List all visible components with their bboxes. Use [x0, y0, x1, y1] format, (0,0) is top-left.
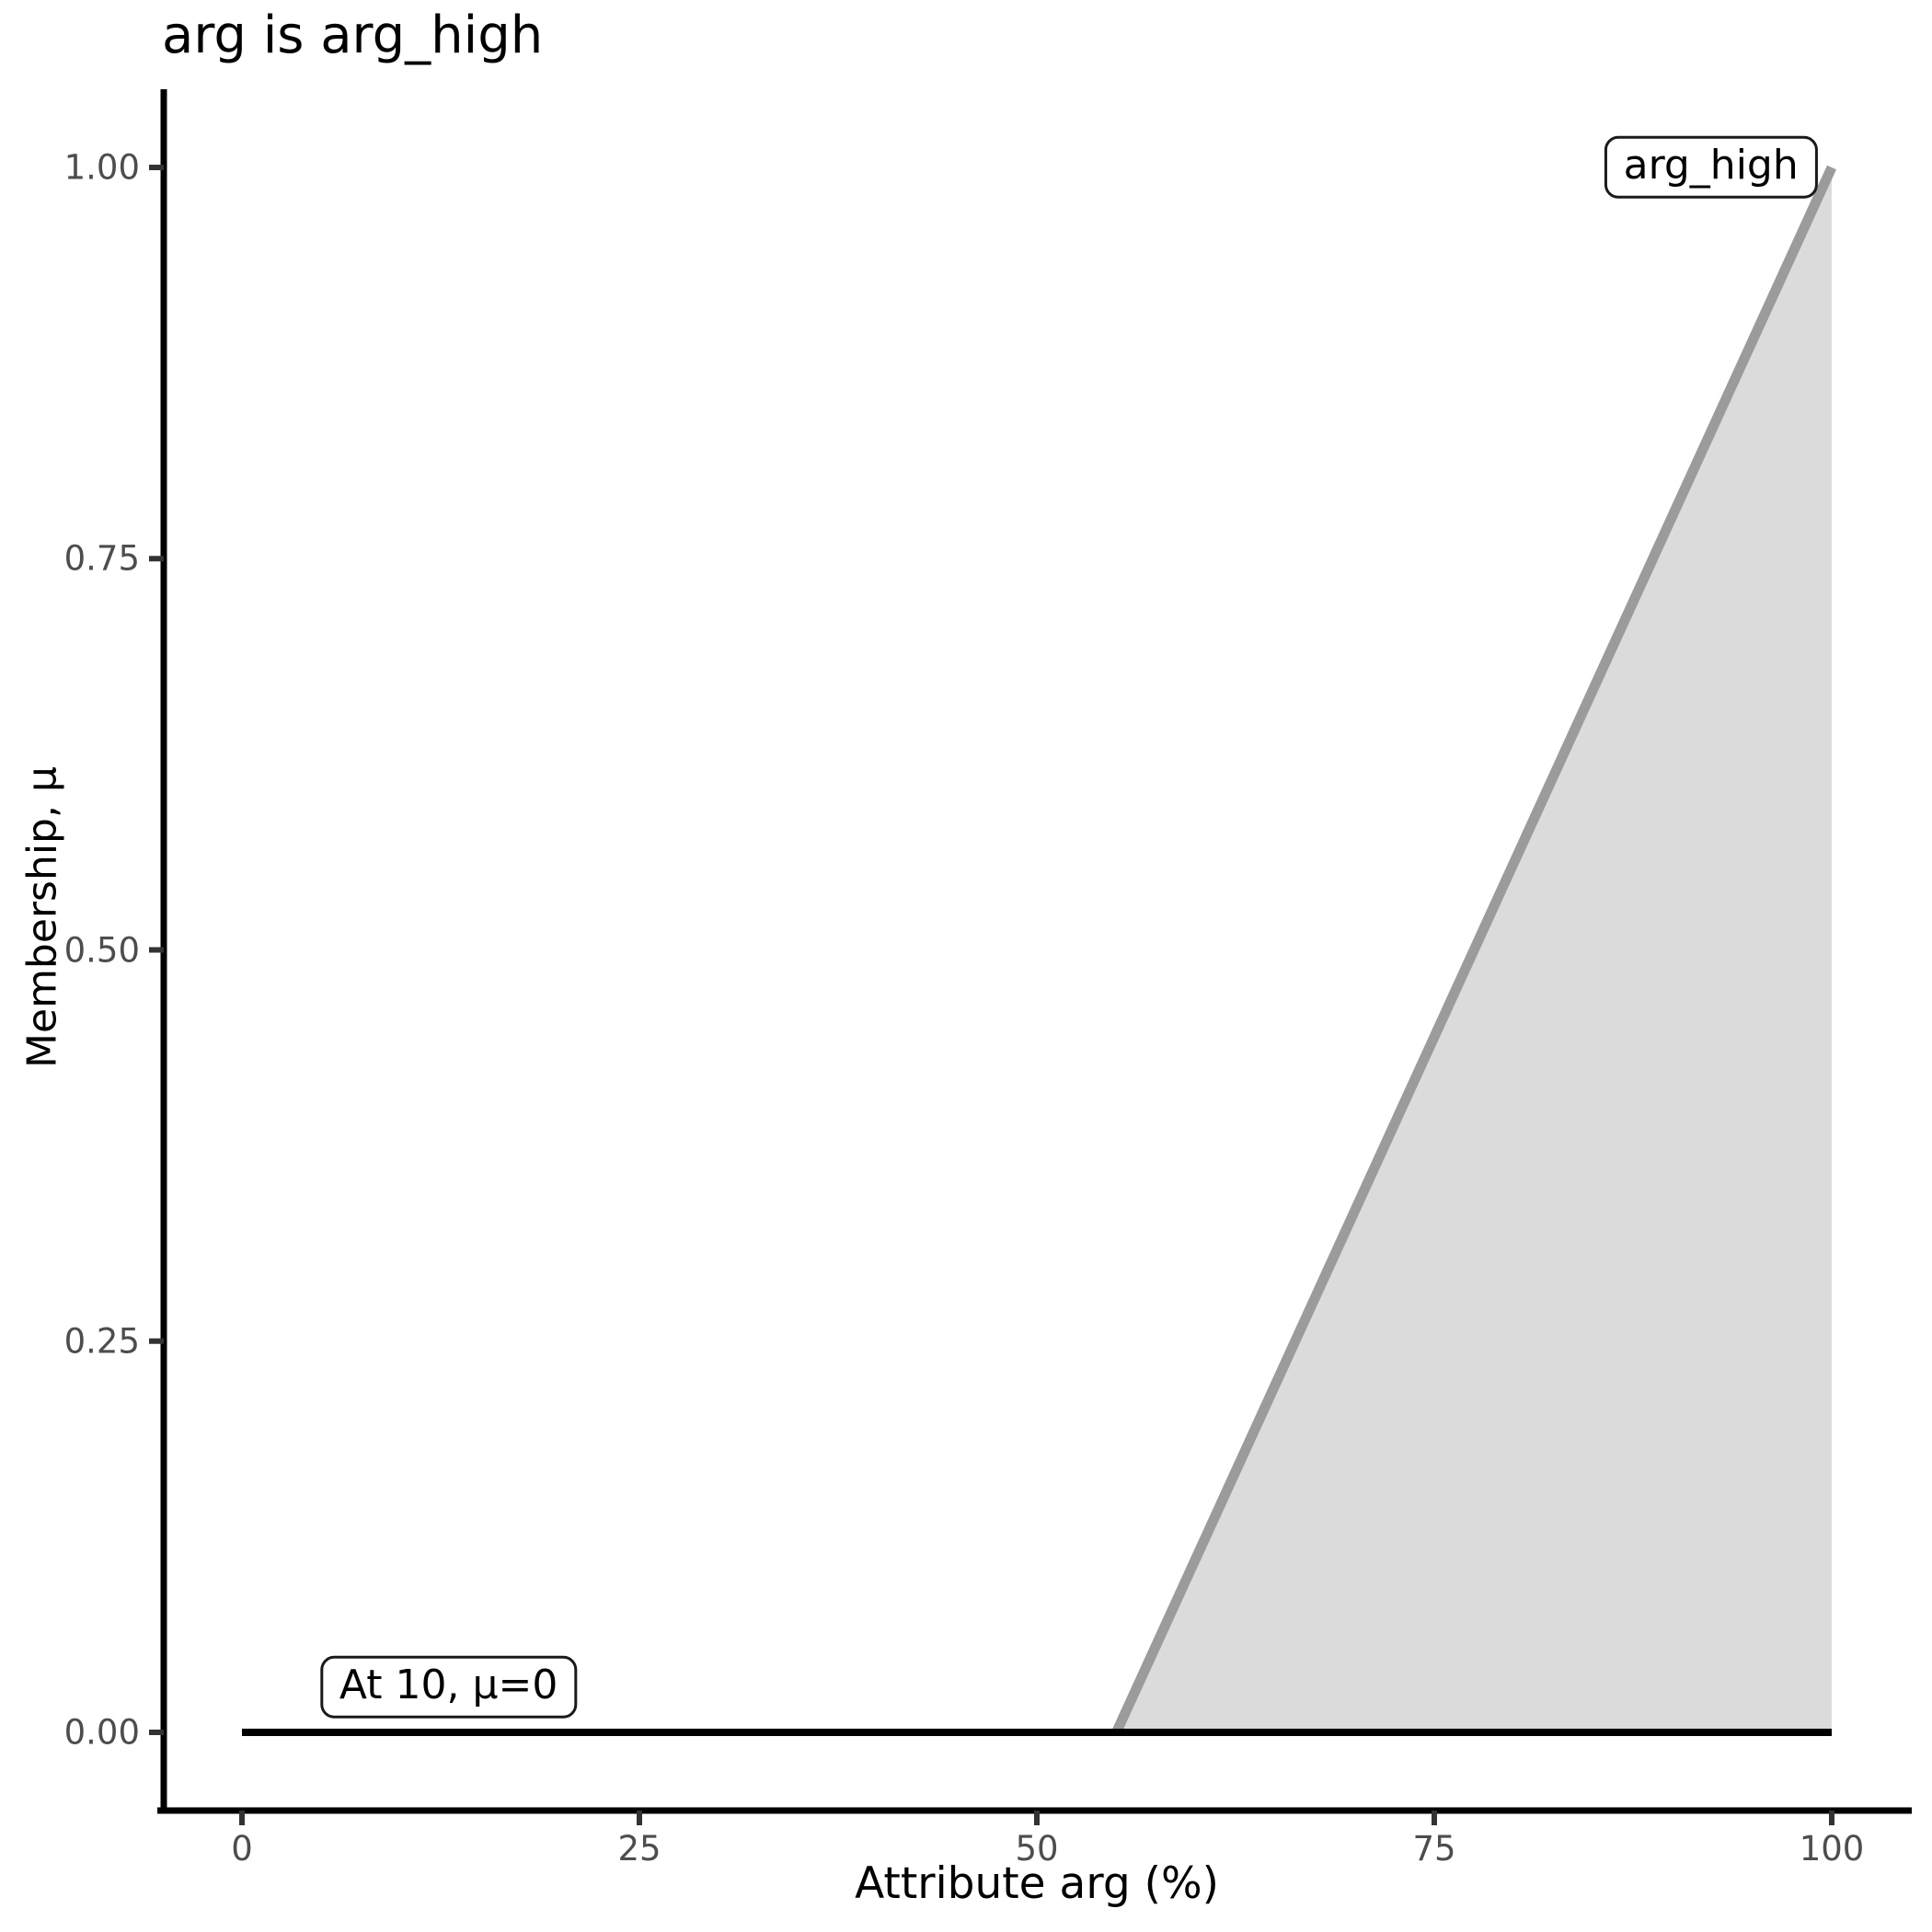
y-tick-label: 0.50: [63, 930, 140, 970]
x-tick-label: 50: [1015, 1829, 1059, 1869]
y-tick-label: 0.25: [63, 1321, 140, 1362]
y-tick-label: 0.00: [63, 1712, 140, 1753]
y-tick-label: 0.75: [63, 538, 140, 579]
x-tick-label: 100: [1799, 1829, 1865, 1869]
chart-title: arg is arg_high: [162, 6, 544, 65]
annotation-query-text: At 10, μ=0: [339, 1661, 558, 1708]
x-tick-label: 25: [617, 1829, 661, 1869]
x-axis-title: Attribute arg (%): [855, 1858, 1219, 1909]
arg-high-ramp-line: [1111, 165, 1837, 1735]
x-tick-label: 0: [231, 1829, 253, 1869]
annotation-set-name-text: arg_high: [1623, 141, 1799, 189]
x-tick-label: 75: [1412, 1829, 1456, 1869]
y-tick-label: 1.00: [63, 147, 140, 188]
annotation-query-label: At 10, μ=0: [319, 1655, 578, 1719]
y-axis-title: Membership, μ: [18, 766, 66, 1068]
annotation-set-name-label: arg_high: [1604, 135, 1818, 200]
